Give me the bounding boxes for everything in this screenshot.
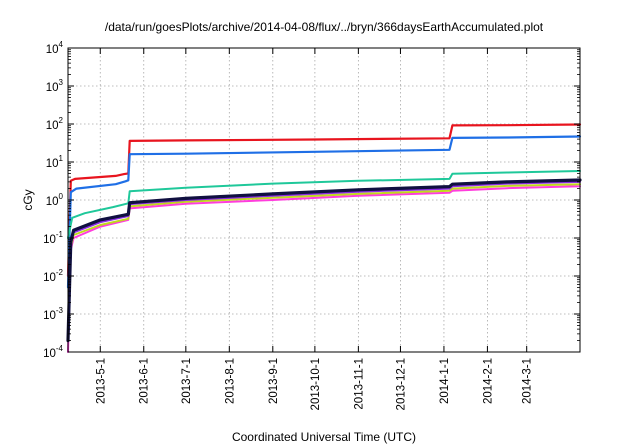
y-tick-base: 10 bbox=[43, 310, 56, 322]
y-tick-exponent: 1 bbox=[59, 154, 64, 163]
y-tick-base: 10 bbox=[46, 44, 59, 56]
x-tick-label: 2013-12-1 bbox=[395, 358, 407, 410]
y-axis-label: cGy bbox=[21, 189, 35, 210]
y-tick-base: 10 bbox=[46, 82, 59, 94]
y-tick-label: 101 bbox=[46, 154, 64, 170]
x-tick-label: 2013-5-1 bbox=[95, 358, 107, 404]
x-tick-label: 2013-10-1 bbox=[310, 358, 322, 410]
y-tick-label: 103 bbox=[46, 78, 64, 94]
y-tick-base: 10 bbox=[46, 196, 59, 208]
y-tick-exponent: -2 bbox=[56, 268, 64, 277]
series-line-2 bbox=[66, 135, 582, 289]
y-tick-label: 102 bbox=[46, 116, 64, 132]
y-tick-base: 10 bbox=[46, 158, 59, 170]
x-tick-label: 2013-8-1 bbox=[224, 358, 236, 404]
y-tick-base: 10 bbox=[46, 120, 59, 132]
x-tick-label: 2014-2-1 bbox=[482, 358, 494, 404]
y-tick-exponent: 4 bbox=[59, 40, 64, 49]
y-tick-exponent: -4 bbox=[56, 344, 64, 353]
y-tick-label: 10-2 bbox=[43, 268, 63, 284]
y-tick-base: 10 bbox=[43, 348, 56, 360]
y-tick-label: 10-4 bbox=[43, 344, 63, 360]
x-axis-label: Coordinated Universal Time (UTC) bbox=[232, 430, 416, 444]
y-tick-exponent: 2 bbox=[59, 116, 64, 125]
y-tick-exponent: -3 bbox=[56, 306, 64, 315]
y-tick-exponent: 0 bbox=[59, 192, 64, 201]
x-tick-label: 2014-1-1 bbox=[439, 358, 451, 404]
y-tick-label: 10-3 bbox=[43, 306, 63, 322]
y-tick-base: 10 bbox=[43, 234, 56, 246]
y-tick-label: 104 bbox=[46, 40, 64, 56]
series-line-4 bbox=[67, 185, 581, 353]
y-tick-label: 100 bbox=[46, 192, 64, 208]
series-line-3 bbox=[67, 170, 581, 239]
x-tick-label: 2013-6-1 bbox=[139, 358, 151, 404]
chart-title: /data/run/goesPlots/archive/2014-04-08/f… bbox=[105, 20, 544, 34]
series-line-1 bbox=[66, 123, 582, 278]
series-group bbox=[66, 123, 582, 353]
y-tick-exponent: -1 bbox=[56, 230, 64, 239]
x-tick-label: 2013-9-1 bbox=[268, 358, 280, 404]
series-line-7 bbox=[66, 178, 582, 343]
y-tick-exponent: 3 bbox=[59, 78, 64, 87]
x-tick-label: 2014-3-1 bbox=[522, 358, 534, 404]
x-tick-label: 2013-11-1 bbox=[353, 358, 365, 410]
x-tick-label: 2013-7-1 bbox=[181, 358, 193, 404]
y-tick-label: 10-1 bbox=[43, 230, 63, 246]
y-tick-base: 10 bbox=[43, 272, 56, 284]
